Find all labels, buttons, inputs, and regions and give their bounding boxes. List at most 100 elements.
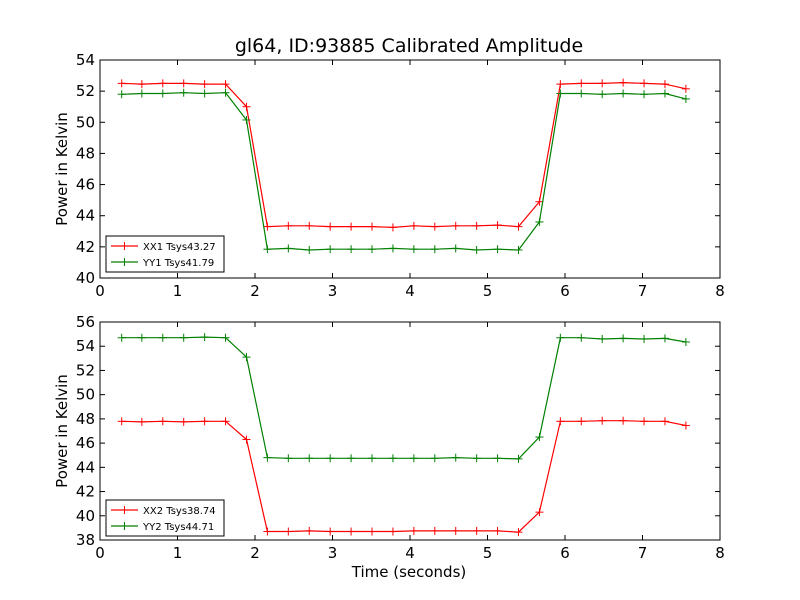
series-line xyxy=(121,81,687,229)
y-tick-label: 40 xyxy=(76,507,95,525)
legend-item: YY2 Tsys44.71 xyxy=(111,522,214,533)
data-point xyxy=(577,89,586,98)
y-tick-label: 52 xyxy=(76,361,95,379)
data-point xyxy=(430,526,439,535)
data-point xyxy=(158,89,167,98)
data-point xyxy=(221,80,230,89)
top-panel: 0 1 2 3 4 5 6 7 8 40 42 44 46 48 50 52 54 Power in Kelvin… xyxy=(53,51,725,300)
legend-item: YY1 Tsys41.79 xyxy=(111,258,214,269)
data-point xyxy=(472,221,481,230)
data-point xyxy=(514,528,523,537)
data-point xyxy=(681,337,690,346)
y-tick-label: 52 xyxy=(76,82,95,100)
data-point xyxy=(409,454,418,463)
data-point xyxy=(430,454,439,463)
data-point xyxy=(284,527,293,536)
data-point xyxy=(368,454,377,463)
data-point xyxy=(117,90,126,99)
data-point xyxy=(619,416,628,425)
data-point xyxy=(660,417,669,426)
series-1 xyxy=(117,88,690,254)
data-point xyxy=(640,334,649,343)
data-point xyxy=(242,102,251,111)
data-point xyxy=(242,115,251,124)
x-tick-label: 1 xyxy=(173,282,183,300)
data-point xyxy=(200,80,209,89)
data-point xyxy=(347,527,356,536)
y-tick-label: 50 xyxy=(76,386,95,404)
data-point xyxy=(305,526,314,535)
data-point xyxy=(137,333,146,342)
data-point xyxy=(514,245,523,254)
data-point xyxy=(640,79,649,88)
data-point xyxy=(388,527,397,536)
data-point xyxy=(117,333,126,342)
legend-item: XX1 Tsys43.27 xyxy=(111,242,216,253)
y-tick-label: 44 xyxy=(76,207,95,225)
series-line xyxy=(121,92,687,251)
data-point xyxy=(451,221,460,230)
data-point xyxy=(430,222,439,231)
x-tick-label: 3 xyxy=(328,544,338,562)
data-point xyxy=(535,508,544,517)
data-point xyxy=(137,80,146,89)
x-tick-label: 5 xyxy=(483,544,493,562)
legend: XX1 Tsys43.27 YY1 Tsys41.79 xyxy=(105,235,225,273)
data-point xyxy=(200,89,209,98)
x-tick-label: 5 xyxy=(483,282,493,300)
data-point xyxy=(681,421,690,430)
legend-label: XX1 Tsys43.27 xyxy=(143,242,216,253)
y-tick-label: 44 xyxy=(76,458,95,476)
data-point xyxy=(242,353,251,362)
data-point xyxy=(326,245,335,254)
data-point xyxy=(577,417,586,426)
y-tick-label: 48 xyxy=(76,144,95,162)
x-tick-label: 7 xyxy=(638,544,648,562)
legend-box xyxy=(105,235,225,273)
series-0 xyxy=(117,78,690,232)
y-tick-label: 42 xyxy=(76,238,95,256)
data-point xyxy=(200,333,209,342)
y-tick-label: 50 xyxy=(76,113,95,131)
data-point xyxy=(158,417,167,426)
data-point xyxy=(619,89,628,98)
series-line xyxy=(121,336,687,460)
data-point xyxy=(347,454,356,463)
x-tick-label: 7 xyxy=(638,282,648,300)
data-point xyxy=(137,417,146,426)
data-point xyxy=(640,417,649,426)
data-point xyxy=(179,333,188,342)
data-point xyxy=(388,223,397,232)
legend-label: XX2 Tsys38.74 xyxy=(143,506,216,517)
data-point xyxy=(451,526,460,535)
data-point xyxy=(347,245,356,254)
data-point xyxy=(263,453,272,462)
data-point xyxy=(409,245,418,254)
data-point xyxy=(305,221,314,230)
data-point xyxy=(200,417,209,426)
data-point xyxy=(493,221,502,230)
data-point xyxy=(179,417,188,426)
legend-label: YY2 Tsys44.71 xyxy=(142,522,214,533)
data-point xyxy=(619,78,628,87)
data-point xyxy=(660,334,669,343)
data-point xyxy=(179,88,188,97)
series-1 xyxy=(117,333,690,463)
data-point xyxy=(535,217,544,226)
data-point xyxy=(514,454,523,463)
data-point xyxy=(242,435,251,444)
plot-frame xyxy=(99,321,721,541)
data-point xyxy=(472,526,481,535)
x-tick-label: 2 xyxy=(250,282,260,300)
data-point xyxy=(493,526,502,535)
data-point xyxy=(409,526,418,535)
data-point xyxy=(305,454,314,463)
x-tick-label: 0 xyxy=(95,544,105,562)
data-point xyxy=(472,245,481,254)
data-point xyxy=(660,80,669,89)
data-point xyxy=(347,222,356,231)
data-point xyxy=(263,245,272,254)
data-point xyxy=(535,433,544,442)
y-axis-label: Power in Kelvin xyxy=(53,112,71,226)
